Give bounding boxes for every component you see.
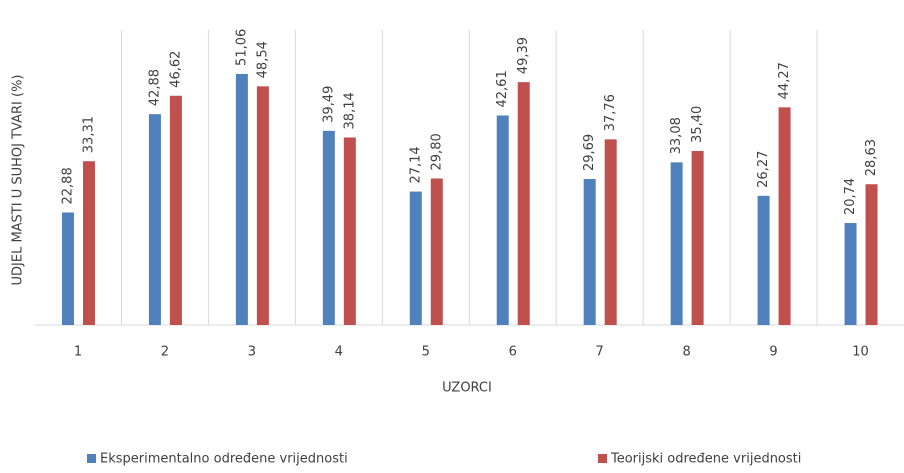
x-tick-label: 4	[335, 345, 343, 360]
bar	[865, 184, 878, 325]
bar	[148, 114, 161, 325]
bar	[604, 139, 617, 325]
x-tick-label: 6	[509, 345, 517, 360]
data-label: 46,62	[168, 51, 183, 88]
bar	[778, 107, 791, 325]
data-label: 27,14	[408, 146, 423, 183]
data-label: 29,69	[582, 134, 597, 171]
x-tick-label: 10	[852, 345, 869, 360]
data-label: 35,40	[690, 106, 705, 143]
data-label: 49,39	[516, 37, 531, 74]
legend-swatch	[87, 454, 96, 463]
data-label: 42,61	[495, 70, 510, 107]
y-axis-label: UDJEL MASTI U SUHOJ TVARI (%)	[11, 75, 26, 286]
x-tick-label: 5	[422, 345, 430, 360]
data-label: 51,06	[234, 29, 249, 66]
bar	[169, 95, 182, 325]
data-label: 22,88	[60, 167, 75, 204]
x-tick-label: 7	[596, 345, 604, 360]
data-label: 33,08	[669, 117, 684, 154]
legend-label: Eksperimentalno određene vrijednosti	[100, 452, 348, 467]
data-label: 48,54	[255, 41, 270, 78]
bar	[583, 179, 596, 325]
x-axis-label: UZORCI	[442, 381, 492, 396]
data-label: 39,49	[321, 86, 336, 123]
legend-swatch	[598, 454, 607, 463]
bar	[844, 223, 857, 325]
x-tick-label: 2	[161, 345, 169, 360]
data-label: 44,27	[777, 62, 792, 99]
x-tick-label: 8	[682, 345, 690, 360]
data-label: 33,31	[81, 116, 96, 153]
bar	[670, 162, 683, 325]
x-tick-label: 1	[74, 345, 82, 360]
bar	[496, 115, 509, 326]
bar	[430, 178, 443, 325]
bar	[409, 191, 422, 325]
x-tick-label: 9	[769, 345, 777, 360]
data-label: 42,88	[147, 69, 162, 106]
data-label: 20,74	[843, 178, 858, 215]
bar	[757, 195, 770, 325]
bar	[235, 73, 248, 325]
legend-label: Teorijski određene vrijednosti	[610, 452, 801, 467]
data-label: 38,14	[342, 92, 357, 129]
data-label: 29,80	[429, 133, 444, 170]
bar	[343, 137, 356, 325]
data-label: 26,27	[756, 151, 771, 188]
bar	[61, 212, 74, 325]
x-tick-label: 3	[248, 345, 256, 360]
bar	[82, 161, 95, 325]
bar	[322, 130, 335, 325]
bar	[517, 82, 530, 325]
data-label: 28,63	[864, 139, 879, 176]
data-label: 37,76	[603, 94, 618, 131]
bar	[691, 150, 704, 325]
bar	[256, 86, 269, 325]
